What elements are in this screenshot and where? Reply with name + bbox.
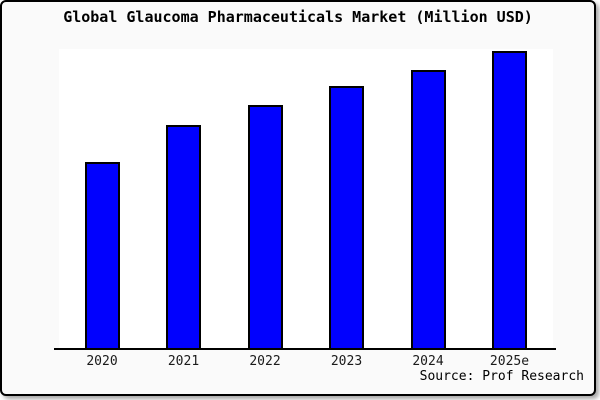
bar-2025e: [492, 51, 527, 350]
bar-2024: [410, 70, 446, 350]
bar-2021: [166, 125, 201, 350]
x-tick-label-2022: 2022: [249, 354, 281, 369]
x-tick-label-2021: 2021: [167, 354, 200, 369]
plot-area: [59, 49, 553, 350]
x-tick-label-2025e: 2025e: [489, 354, 530, 369]
chart-title: Global Glaucoma Pharmaceuticals Market (…: [63, 8, 533, 26]
bar-2022: [247, 105, 283, 350]
source-credit: Source: Prof Research: [419, 369, 584, 384]
x-tick-label-2023: 2023: [330, 354, 363, 369]
bar-2023: [329, 86, 364, 350]
x-axis-line: [54, 348, 556, 350]
bar-2020: [84, 162, 120, 350]
x-tick-label-2024: 2024: [412, 354, 444, 369]
x-tick-label-2020: 2020: [86, 354, 118, 369]
